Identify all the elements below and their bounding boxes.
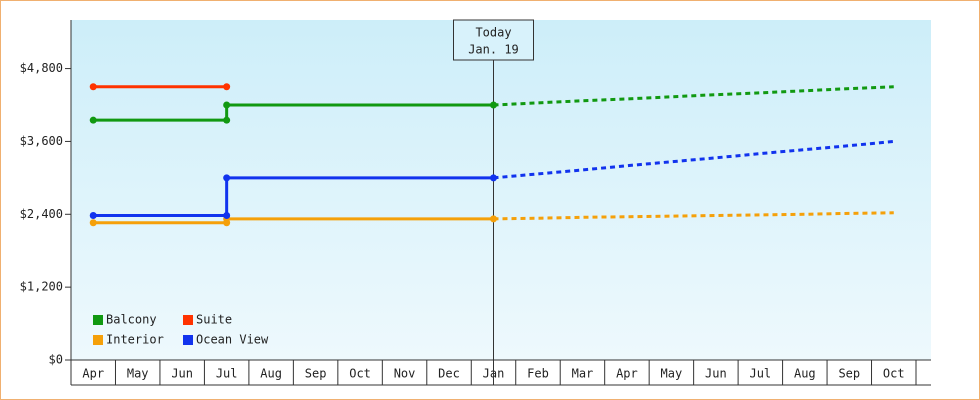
series-line <box>93 217 494 225</box>
x-tick-label: Jun <box>705 367 727 381</box>
x-tick-label: Mar <box>572 367 594 381</box>
x-tick-label: Nov <box>394 367 416 381</box>
x-tick-label: Sep <box>305 367 327 381</box>
forecast-line <box>493 85 894 107</box>
point <box>490 174 497 182</box>
x-tick-label: Apr <box>616 367 638 381</box>
legend-label: Suite <box>196 313 232 327</box>
point <box>223 219 231 227</box>
point <box>89 212 97 219</box>
legend-label: Balcony <box>106 313 157 327</box>
x-tick-label: Jul <box>749 367 771 381</box>
point <box>89 219 97 227</box>
series-line <box>93 176 494 217</box>
today-box <box>453 19 534 61</box>
x-tick-label: Oct <box>349 367 371 381</box>
point <box>89 116 97 124</box>
x-tick-label: Apr <box>82 367 104 381</box>
x-tick-label: Feb <box>527 367 549 381</box>
legend-label: Interior <box>106 333 164 347</box>
point <box>223 83 231 91</box>
forecast-line <box>493 211 894 221</box>
forecast-line <box>493 139 894 180</box>
y-tick-label: $4,800 <box>20 61 63 75</box>
x-tick-label: Jul <box>216 367 238 381</box>
y-tick-label: $1,200 <box>20 280 63 294</box>
legend-label: Ocean View <box>196 333 269 347</box>
series-line <box>93 103 494 122</box>
y-tick-label: $0 <box>49 353 63 367</box>
point <box>223 174 231 182</box>
point <box>223 116 231 124</box>
point <box>490 215 497 223</box>
x-tick-label: Sep <box>838 367 860 381</box>
x-tick-label: Aug <box>260 367 282 381</box>
point <box>89 83 97 91</box>
x-tick-label: Oct <box>883 367 905 381</box>
legend-swatch <box>93 335 103 345</box>
x-tick-label: May <box>127 367 149 381</box>
legend-swatch <box>183 315 193 325</box>
legend-swatch <box>93 315 103 325</box>
y-tick-label: $3,600 <box>20 134 63 148</box>
today-title: Today <box>475 26 511 40</box>
x-tick-label: Dec <box>438 367 460 381</box>
today-date: Jan. 19 <box>468 43 519 57</box>
plot-area <box>71 20 931 360</box>
point <box>490 101 497 109</box>
x-tick-label: Jun <box>171 367 193 381</box>
x-tick-label: May <box>661 367 683 381</box>
point <box>223 101 231 109</box>
point <box>223 212 231 219</box>
x-tick-label: Aug <box>794 367 816 381</box>
y-tick-label: $2,400 <box>20 207 63 221</box>
legend-swatch <box>183 335 193 345</box>
